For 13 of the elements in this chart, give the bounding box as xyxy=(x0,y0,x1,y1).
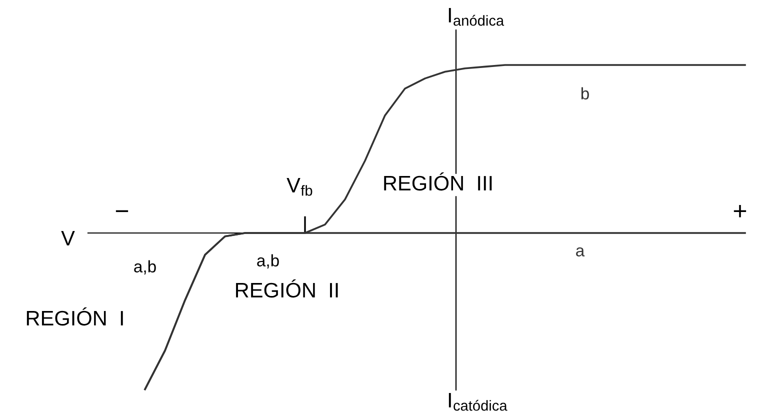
annotation: V$_{fb}$ xyxy=(286,178,312,196)
x-axis-title: V xyxy=(61,231,75,246)
text: REGIÓN I xyxy=(26,307,123,326)
annotation: REGIÓN III xyxy=(384,172,492,191)
annotation: REGIÓN II xyxy=(236,279,338,298)
series-label: b xyxy=(581,87,589,100)
text: I$_{catódica}$ xyxy=(448,393,508,411)
text: − xyxy=(116,210,128,212)
series-label: a xyxy=(576,247,585,256)
text: I$_{anódica}$ xyxy=(448,8,504,26)
annotation: + xyxy=(734,205,746,218)
annotation: a,b xyxy=(257,254,279,268)
annotation: a,b xyxy=(134,260,156,274)
